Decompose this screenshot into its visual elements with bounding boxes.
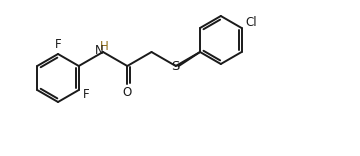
Text: F: F bbox=[55, 39, 61, 51]
Text: H: H bbox=[100, 41, 108, 54]
Text: F: F bbox=[83, 88, 90, 101]
Text: N: N bbox=[95, 44, 103, 58]
Text: O: O bbox=[123, 85, 132, 98]
Text: Cl: Cl bbox=[245, 16, 257, 29]
Text: S: S bbox=[172, 61, 180, 73]
